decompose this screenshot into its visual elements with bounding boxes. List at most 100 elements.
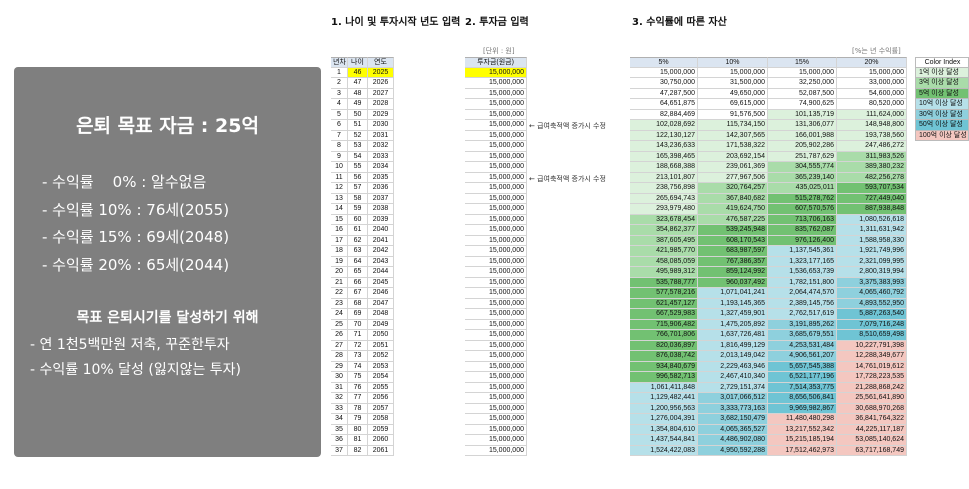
- principal-cell[interactable]: 15,000,000: [465, 288, 527, 299]
- table-row: 15,000,000: [465, 445, 527, 456]
- value-5pct-cell: 1,354,804,610: [630, 424, 698, 435]
- table-row: 122,130,127 142,307,565 166,001,988 193,738…: [630, 130, 907, 141]
- value-15pct-cell: 304,555,774: [768, 162, 837, 173]
- principal-cell[interactable]: 15,000,000: [465, 183, 527, 194]
- year-cell: 2039: [368, 214, 394, 225]
- table-row: 9 54 2033: [331, 151, 394, 162]
- year-cell: 2037: [368, 193, 394, 204]
- table-row: 15,000,000: [465, 172, 527, 183]
- year-cell: 2040: [368, 225, 394, 236]
- value-20pct-cell: 17,728,223,535: [837, 372, 907, 383]
- principal-cell[interactable]: 15,000,000: [465, 214, 527, 225]
- principal-cell[interactable]: 15,000,000: [465, 372, 527, 383]
- value-5pct-cell: 1,200,956,563: [630, 403, 698, 414]
- age-cell: 65: [348, 267, 368, 278]
- principal-cell[interactable]: 15,000,000: [465, 109, 527, 120]
- principal-cell[interactable]: 15,000,000: [465, 309, 527, 320]
- year-index-cell: 12: [331, 183, 348, 194]
- value-10pct-cell: 1,816,499,129: [698, 340, 768, 351]
- table-row: 15,000,000: [465, 214, 527, 225]
- principal-cell[interactable]: 15,000,000: [465, 267, 527, 278]
- age-input-cell[interactable]: 46: [348, 67, 368, 78]
- age-cell: 48: [348, 88, 368, 99]
- principal-cell[interactable]: 15,000,000: [465, 393, 527, 404]
- table-row: 188,668,388 239,061,369 304,555,774 389,380…: [630, 162, 907, 173]
- principal-cell[interactable]: 15,000,000: [465, 120, 527, 131]
- age-cell: 47: [348, 78, 368, 89]
- principal-cell[interactable]: 15,000,000: [465, 151, 527, 162]
- table-row: 265,694,743 367,840,682 515,278,762 727,449…: [630, 193, 907, 204]
- year-index-cell: 15: [331, 214, 348, 225]
- principal-cell[interactable]: 15,000,000: [465, 330, 527, 341]
- principal-cell[interactable]: 15,000,000: [465, 204, 527, 215]
- col-header-5pct: 5%: [630, 57, 698, 68]
- principal-cell[interactable]: 15,000,000: [465, 172, 527, 183]
- table-row: 24 69 2048: [331, 309, 394, 320]
- legend-title: Color Index: [915, 57, 969, 68]
- principal-cell[interactable]: 15,000,000: [465, 424, 527, 435]
- panel-title: 은퇴 목표 자금 : 25억: [76, 115, 259, 137]
- start-year-input-cell[interactable]: 2025: [368, 67, 394, 78]
- table-row: 15,000,000: [465, 162, 527, 173]
- value-15pct-cell: 166,001,988: [768, 130, 837, 141]
- principal-cell[interactable]: 15,000,000: [465, 435, 527, 446]
- value-20pct-cell: 63,717,168,749: [837, 445, 907, 456]
- legend-item: 10억 이상 달성: [915, 99, 969, 110]
- value-5pct-cell: 102,028,692: [630, 120, 698, 131]
- value-5pct-cell: 188,668,388: [630, 162, 698, 173]
- principal-cell[interactable]: 15,000,000: [465, 445, 527, 456]
- principal-cell[interactable]: 15,000,000: [465, 141, 527, 152]
- table-row: 934,840,679 2,229,463,946 5,657,545,388 14,…: [630, 361, 907, 372]
- principal-cell[interactable]: 15,000,000: [465, 67, 527, 78]
- principal-cell[interactable]: 15,000,000: [465, 319, 527, 330]
- header-age-year: 1. 나이 및 투자시작 년도 입력: [331, 17, 461, 28]
- principal-cell[interactable]: 15,000,000: [465, 88, 527, 99]
- col-header-20pct: 20%: [837, 57, 907, 68]
- principal-cell[interactable]: 15,000,000: [465, 298, 527, 309]
- value-15pct-cell: 835,762,087: [768, 225, 837, 236]
- value-20pct-cell: 389,380,232: [837, 162, 907, 173]
- value-5pct-cell: 495,989,312: [630, 267, 698, 278]
- principal-cell[interactable]: 15,000,000: [465, 277, 527, 288]
- table-row: 35 80 2059: [331, 424, 394, 435]
- principal-cell[interactable]: 15,000,000: [465, 256, 527, 267]
- value-10pct-cell: 49,650,000: [698, 88, 768, 99]
- value-10pct-cell: 4,950,592,288: [698, 445, 768, 456]
- value-10pct-cell: 31,500,000: [698, 78, 768, 89]
- table-row: 1,524,422,083 4,950,592,288 17,512,462,973…: [630, 445, 907, 456]
- value-15pct-cell: 17,512,462,973: [768, 445, 837, 456]
- legend-item: 50억 이상 달성: [915, 120, 969, 131]
- note-salary-update-2: ← 급여축적액 증가시 수정: [529, 174, 606, 183]
- table-row: 323,678,454 476,587,225 713,706,163 1,080,5…: [630, 214, 907, 225]
- principal-cell[interactable]: 15,000,000: [465, 414, 527, 425]
- principal-cell[interactable]: 15,000,000: [465, 351, 527, 362]
- table-row: 15,000,000: [465, 120, 527, 131]
- table-row: 421,985,770 683,987,597 1,137,545,361 1,921…: [630, 246, 907, 257]
- principal-cell[interactable]: 15,000,000: [465, 403, 527, 414]
- year-cell: 2044: [368, 267, 394, 278]
- table-row: 15,000,000: [465, 309, 527, 320]
- age-cell: 57: [348, 183, 368, 194]
- year-index-cell: 7: [331, 130, 348, 141]
- principal-cell[interactable]: 15,000,000: [465, 78, 527, 89]
- principal-cell[interactable]: 15,000,000: [465, 361, 527, 372]
- year-index-cell: 36: [331, 435, 348, 446]
- table-row: 15,000,000: [465, 246, 527, 257]
- table-row: 15,000,000: [465, 277, 527, 288]
- principal-cell[interactable]: 15,000,000: [465, 340, 527, 351]
- principal-cell[interactable]: 15,000,000: [465, 246, 527, 257]
- table-row: 15,000,000 15,000,000 15,000,000 15,000,000: [630, 67, 907, 78]
- year-index-cell: 17: [331, 235, 348, 246]
- age-cell: 61: [348, 225, 368, 236]
- table-row: 15,000,000: [465, 204, 527, 215]
- principal-cell[interactable]: 15,000,000: [465, 99, 527, 110]
- principal-cell[interactable]: 15,000,000: [465, 162, 527, 173]
- principal-cell[interactable]: 15,000,000: [465, 225, 527, 236]
- value-20pct-cell: 311,983,526: [837, 151, 907, 162]
- principal-cell[interactable]: 15,000,000: [465, 382, 527, 393]
- principal-cell[interactable]: 15,000,000: [465, 235, 527, 246]
- value-20pct-cell: 25,561,641,890: [837, 393, 907, 404]
- table-row: 10 55 2034: [331, 162, 394, 173]
- principal-cell[interactable]: 15,000,000: [465, 130, 527, 141]
- principal-cell[interactable]: 15,000,000: [465, 193, 527, 204]
